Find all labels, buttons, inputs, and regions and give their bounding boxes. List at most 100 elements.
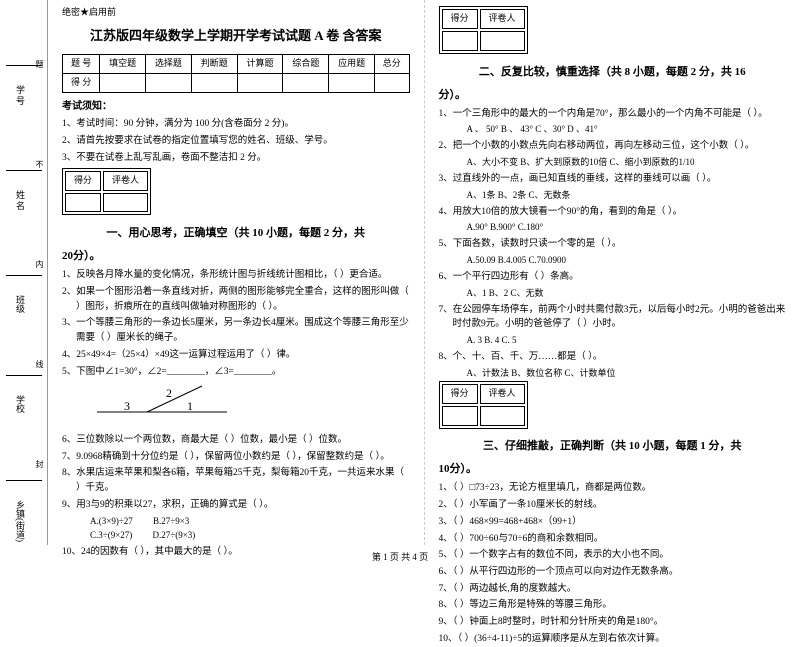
score-h7: 总分 [375, 55, 409, 74]
score-h1: 填空题 [100, 55, 146, 74]
notice-3: 3、不要在试卷上乱写乱画，卷面不整洁扣 2 分。 [62, 151, 410, 166]
notice-2: 2、请首先按要求在试卷的指定位置填写您的姓名、班级、学号。 [62, 134, 410, 149]
q2-1: 1、一个三角形中的最大的一个内角是70°，那么最小的一个内角不可能是（ ）。 [439, 107, 787, 122]
notice-title: 考试须知： [62, 99, 410, 115]
svg-text:1: 1 [187, 399, 193, 413]
score-h5: 综合题 [283, 55, 329, 74]
q3-1: 1、（ ）□73÷23，无论方框里填几，商都是两位数。 [439, 481, 787, 496]
q1-3: 3、一个等腰三角形的一条边长5厘米，另一条边长4厘米。围成这个等腰三角形至少需要… [62, 316, 410, 345]
column-left: 绝密★启用前 江苏版四年级数学上学期开学考试试题 A 卷 含答案 题 号 填空题… [48, 0, 425, 545]
q2-1-opts: A 、 50° B 、 43° C 、30° D 、41° [439, 123, 787, 137]
q2-6: 6、一个平行四边形有（ ）条高。 [439, 270, 787, 285]
section2-list: 1、一个三角形中的最大的一个内角是70°，那么最小的一个内角不可能是（ ）。A … [439, 107, 787, 381]
q1-6: 6、三位数除以一个两位数，商最大是（ ）位数，最小是（ ）位数。 [62, 433, 410, 448]
q1-9-opts: A.(3×9)÷27 B.27÷9×3 C.3÷(9×27) D.27÷(9×3… [62, 515, 410, 543]
score-table: 题 号 填空题 选择题 判断题 计算题 综合题 应用题 总分 得 分 [62, 54, 410, 93]
q2-3: 3、过直线外的一点，画已知直线的垂线，这样的垂线可以画（ ）。 [439, 172, 787, 187]
score-r5 [283, 74, 329, 93]
gutter-line [6, 170, 42, 171]
gutter-mark-3: 不 [34, 160, 45, 168]
scorebox-3: 得分 评卷人 [439, 381, 528, 429]
q3-8: 8、（ ）等边三角形是特殊的等腰三角形。 [439, 598, 787, 613]
score-r7 [375, 74, 409, 93]
q3-3: 3、（ ）468×99=468+468×（99+1） [439, 515, 787, 530]
score-h6: 应用题 [329, 55, 375, 74]
gutter-label-1: 学校 [14, 395, 27, 413]
q3-6: 6、（ ）从平行四边形的一个顶点可以向对边作无数条高。 [439, 565, 787, 580]
score-r6 [329, 74, 375, 93]
score-h3: 判断题 [191, 55, 237, 74]
q2-8-opts: A、计数法 B、数位名称 C、计数单位 [439, 367, 787, 381]
q2-5: 5、下面各数，读数时只读一个零的是（ ）。 [439, 237, 787, 252]
svg-text:3: 3 [124, 399, 130, 413]
svg-text:2: 2 [166, 386, 172, 400]
opt-d: D.27÷(9×3) [153, 530, 196, 540]
section1-title: 一、用心思考，正确填空（共 10 小题，每题 2 分，共 [62, 225, 410, 242]
scorebox-c1c: 得分 [442, 384, 478, 404]
q1-7: 7、9.0968精确到十分位约是（ ），保留两位小数约是（ ），保留整数约是（ … [62, 450, 410, 465]
notice-1: 1、考试时间：90 分钟，满分为 100 分(含卷面分 2 分)。 [62, 117, 410, 132]
q2-3-opts: A、1条 B、2条 C、无数条 [439, 189, 787, 203]
scorebox-1: 得分 评卷人 [62, 168, 151, 216]
q3-2: 2、（ ）小军画了一条10厘米长的射线。 [439, 498, 787, 513]
q1-5: 5、下图中∠1=30°，∠2=________，∠3=________。 [62, 365, 410, 380]
exam-title: 江苏版四年级数学上学期开学考试试题 A 卷 含答案 [62, 26, 410, 46]
scorebox-c2: 评卷人 [103, 171, 148, 191]
secret-label: 绝密★启用前 [62, 6, 410, 20]
section1-cont: 20分）。 [62, 248, 410, 265]
score-r0: 得 分 [63, 74, 100, 93]
section3-list: 1、（ ）□73÷23，无论方框里填几，商都是两位数。 2、（ ）小军画了一条10… [439, 481, 787, 646]
column-right: 得分 评卷人 二、反复比较，慎重选择（共 8 小题，每题 2 分，共 16 分）… [425, 0, 800, 545]
gutter-mark-2: 内 [34, 260, 45, 268]
gutter-mark-4: 题 [34, 60, 45, 68]
angle-figure: 2 3 1 [92, 382, 410, 430]
gutter-line [6, 480, 42, 481]
q3-10: 10、（ ）(36÷4-11)÷5的运算顺序是从左到右依次计算。 [439, 632, 787, 647]
q2-2-opts: A、大小不变 B、扩大到原数的10倍 C、缩小到原数的1/10 [439, 156, 787, 170]
q3-7: 7、（ ）两边越长,角的度数越大。 [439, 582, 787, 597]
score-h4: 计算题 [237, 55, 283, 74]
q1-4: 4、25×49×4=（25×4）×49这一运算过程运用了（ ）律。 [62, 348, 410, 363]
gutter-mark-0: 封 [34, 460, 45, 468]
q3-4: 4、（ ）700÷60与70÷6的商和余数相同。 [439, 532, 787, 547]
q1-1: 1、反映各月降水量的变化情况，条形统计图与折线统计图相比，（ ）更合适。 [62, 268, 410, 283]
scorebox-2: 得分 评卷人 [439, 6, 528, 54]
gutter-label-4: 学 号 [14, 85, 27, 105]
opt-a: A.(3×9)÷27 [90, 516, 133, 526]
gutter-label-3: 姓 名 [14, 190, 27, 210]
q2-5-opts: A.50.09 B.4.005 C.70.0900 [439, 254, 787, 268]
q2-6-opts: A、1 B、2 C、无数 [439, 287, 787, 301]
score-h0: 题 号 [63, 55, 100, 74]
q2-4: 4、用放大10倍的放大镜看一个90°的角，看到的角是（ ）。 [439, 205, 787, 220]
q1-9: 9、用3与9的积乘以27，求积，正确的算式是（ ）。 [62, 498, 410, 513]
score-r2 [146, 74, 192, 93]
q2-7: 7、在公园停车场停车，前两个小时共需付款3元，以后每小时2元。小明的爸爸出来时付… [439, 303, 787, 332]
score-r4 [237, 74, 283, 93]
q2-4-opts: A.90° B.900° C.180° [439, 221, 787, 235]
section3-cont: 10分）。 [439, 461, 787, 478]
q2-2: 2、把一个小数的小数点先向右移动两位，再向左移动三位，这个小数（ ）。 [439, 139, 787, 154]
gutter-line [6, 375, 42, 376]
q1-2: 2、如果一个图形沿着一条直线对折，两侧的图形能够完全重合，这样的图形叫做（ ）图… [62, 285, 410, 314]
section3-title: 三、仔细推敲，正确判断（共 10 小题，每题 1 分，共 [439, 438, 787, 455]
section2-title: 二、反复比较，慎重选择（共 8 小题，每题 2 分，共 16 [439, 64, 787, 81]
q2-7-opts: A. 3 B. 4 C. 5 [439, 334, 787, 348]
scorebox-c1b: 得分 [442, 9, 478, 29]
gutter-label-2: 班级 [14, 295, 27, 313]
q2-8: 8、个、十、百、千、万……都是（ ）。 [439, 350, 787, 365]
page-footer: 第 1 页 共 4 页 [0, 550, 800, 563]
gutter-mark-1: 线 [34, 360, 45, 368]
section2-cont: 分）。 [439, 87, 787, 104]
scorebox-c2b: 评卷人 [480, 9, 525, 29]
score-h2: 选择题 [146, 55, 192, 74]
q1-8: 8、水果店运来苹果和梨各6箱，苹果每箱25千克，梨每箱20千克，一共运来水果（ … [62, 466, 410, 495]
q3-9: 9、（ ）钟面上8时整时，时针和分针所夹的角是180°。 [439, 615, 787, 630]
score-r1 [100, 74, 146, 93]
scorebox-c1: 得分 [65, 171, 101, 191]
gutter-line [6, 275, 42, 276]
score-r3 [191, 74, 237, 93]
binding-gutter: 乡镇(街道) 学校 班级 姓 名 学 号 封 线 内 不 题 [0, 0, 48, 545]
gutter-label-0: 乡镇(街道) [14, 500, 27, 542]
opt-b: B.27÷9×3 [153, 516, 189, 526]
scorebox-c2c: 评卷人 [480, 384, 525, 404]
